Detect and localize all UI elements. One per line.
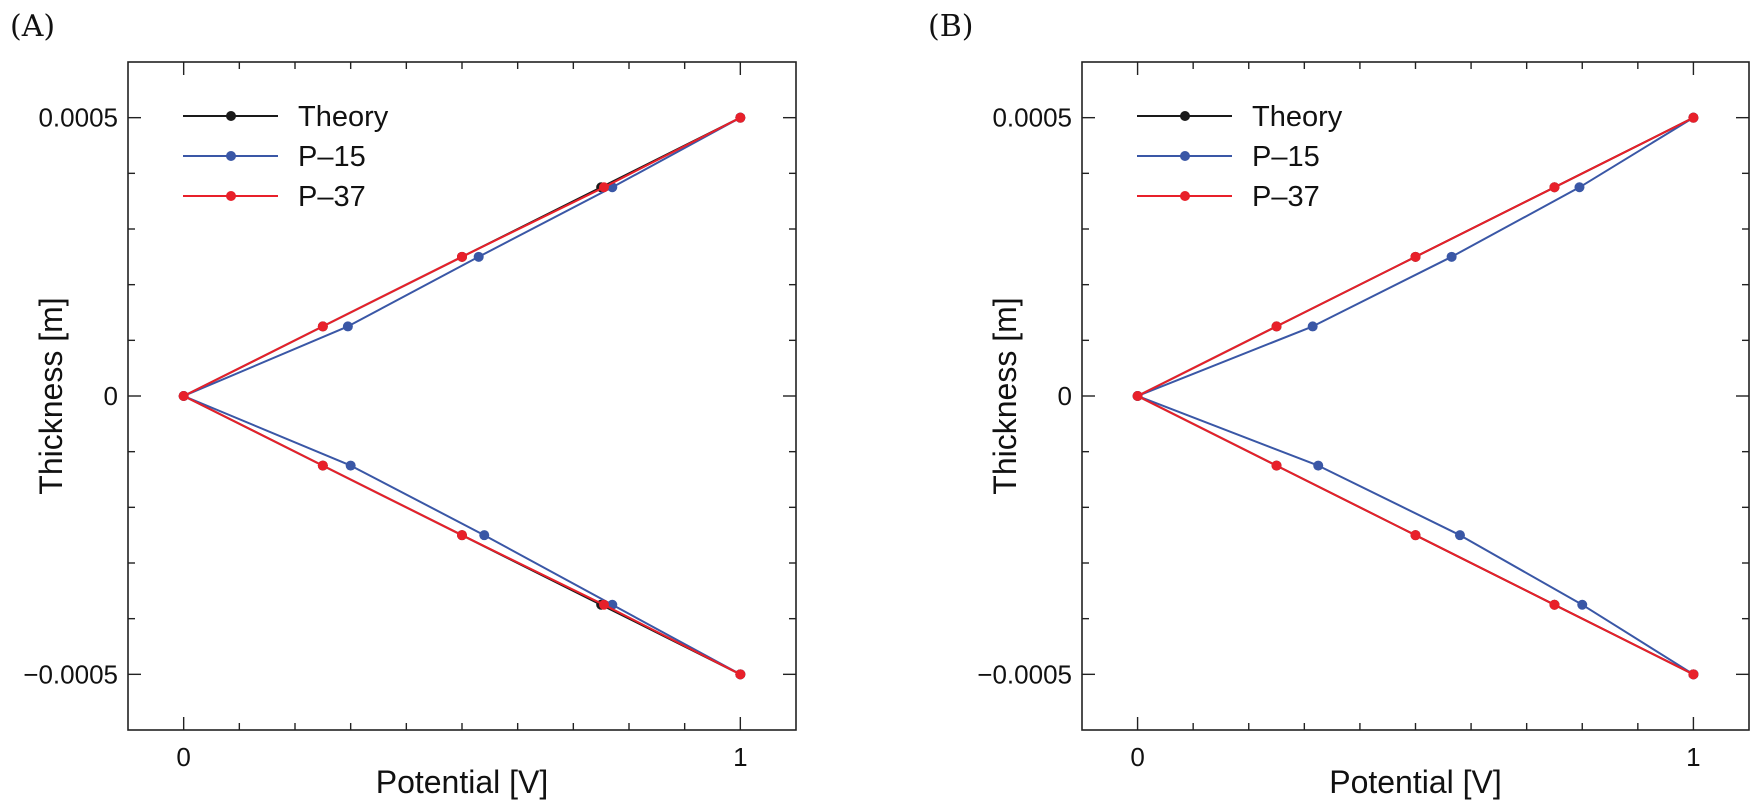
plot-frame bbox=[1081, 61, 1750, 731]
data-point bbox=[1577, 599, 1588, 610]
y-tick-label: 0.0005 bbox=[38, 103, 118, 133]
data-point bbox=[178, 391, 189, 401]
data-point bbox=[598, 182, 609, 193]
series-1 bbox=[1132, 112, 1699, 680]
data-point bbox=[1307, 321, 1318, 332]
legend-entry: Theory bbox=[183, 101, 389, 133]
y-tick-label: −0.0005 bbox=[23, 659, 118, 689]
chart-panel-b: (B) −0.0005 0 0.0005 0 1 Potential [V] Thicknes… bbox=[928, 9, 1750, 800]
data-point bbox=[735, 669, 746, 680]
legend-entry: P–37 bbox=[1137, 181, 1320, 213]
legend-label: P–15 bbox=[1252, 141, 1320, 173]
data-point bbox=[1574, 182, 1585, 193]
x-tick-label: 1 bbox=[733, 742, 747, 772]
data-point bbox=[473, 251, 484, 262]
series-line bbox=[1136, 116, 1694, 676]
data-point bbox=[1271, 321, 1282, 332]
x-tick-label: 0 bbox=[1130, 742, 1144, 772]
data-point bbox=[1410, 530, 1421, 541]
data-point bbox=[1446, 251, 1457, 262]
data-point bbox=[317, 460, 328, 471]
data-point bbox=[1688, 669, 1699, 680]
legend-swatch-marker bbox=[1180, 111, 1190, 121]
legend-swatch-marker bbox=[226, 151, 236, 161]
x-tick-label: 0 bbox=[176, 742, 190, 772]
series-0 bbox=[1132, 112, 1699, 680]
legend-entry: Theory bbox=[1137, 101, 1343, 133]
series-2 bbox=[1132, 112, 1699, 680]
data-point bbox=[1454, 530, 1465, 541]
y-tick-label: 0 bbox=[104, 381, 118, 411]
data-point bbox=[1313, 460, 1324, 471]
series-0 bbox=[178, 112, 746, 680]
data-point bbox=[479, 530, 490, 541]
legend-entry: P–37 bbox=[183, 181, 366, 213]
y-tick-label: 0 bbox=[1058, 381, 1072, 411]
y-axis-label: Thickness [m] bbox=[33, 297, 69, 494]
series-line bbox=[1136, 116, 1694, 676]
data-point bbox=[598, 599, 609, 610]
data-point bbox=[1271, 460, 1282, 471]
data-point bbox=[1132, 391, 1143, 401]
data-point bbox=[317, 321, 328, 332]
legend-label: P–15 bbox=[298, 141, 366, 173]
legend-label: P–37 bbox=[1252, 181, 1320, 213]
legend-swatch-marker bbox=[1180, 191, 1190, 201]
legend-label: Theory bbox=[1252, 101, 1343, 133]
legend-entry: P–15 bbox=[1137, 141, 1320, 173]
legend-entry: P–15 bbox=[183, 141, 366, 173]
legend-label: Theory bbox=[298, 101, 389, 133]
legend-swatch-marker bbox=[226, 111, 236, 121]
data-point bbox=[735, 112, 746, 123]
x-tick-label: 1 bbox=[1686, 742, 1700, 772]
chart-panel-a: (A) −0.0005 0 0.0005 0 1 Potential [V] Thicknes… bbox=[10, 9, 797, 800]
legend-swatch-marker bbox=[226, 191, 236, 201]
legend-label: P–37 bbox=[298, 181, 366, 213]
data-point bbox=[345, 460, 356, 471]
series-line bbox=[182, 116, 741, 676]
x-axis-label: Potential [V] bbox=[1329, 764, 1502, 800]
plot-frame bbox=[127, 61, 797, 731]
data-point bbox=[1688, 112, 1699, 123]
data-point bbox=[457, 251, 467, 262]
panel-label: (A) bbox=[10, 9, 55, 44]
y-tick-label: 0.0005 bbox=[992, 103, 1072, 133]
series-line bbox=[1136, 116, 1694, 676]
data-point bbox=[1549, 182, 1560, 193]
data-point bbox=[457, 530, 467, 541]
series-line bbox=[182, 116, 741, 676]
y-tick-label: −0.0005 bbox=[977, 659, 1072, 689]
data-point bbox=[1410, 251, 1421, 262]
panel-label: (B) bbox=[928, 9, 973, 44]
x-axis-label: Potential [V] bbox=[376, 764, 549, 800]
series-2 bbox=[178, 112, 746, 680]
data-point bbox=[342, 321, 353, 332]
series-1 bbox=[178, 112, 746, 680]
series-line bbox=[182, 116, 741, 676]
data-point bbox=[1549, 599, 1560, 610]
legend-swatch-marker bbox=[1180, 151, 1190, 161]
y-axis-label: Thickness [m] bbox=[987, 297, 1023, 494]
